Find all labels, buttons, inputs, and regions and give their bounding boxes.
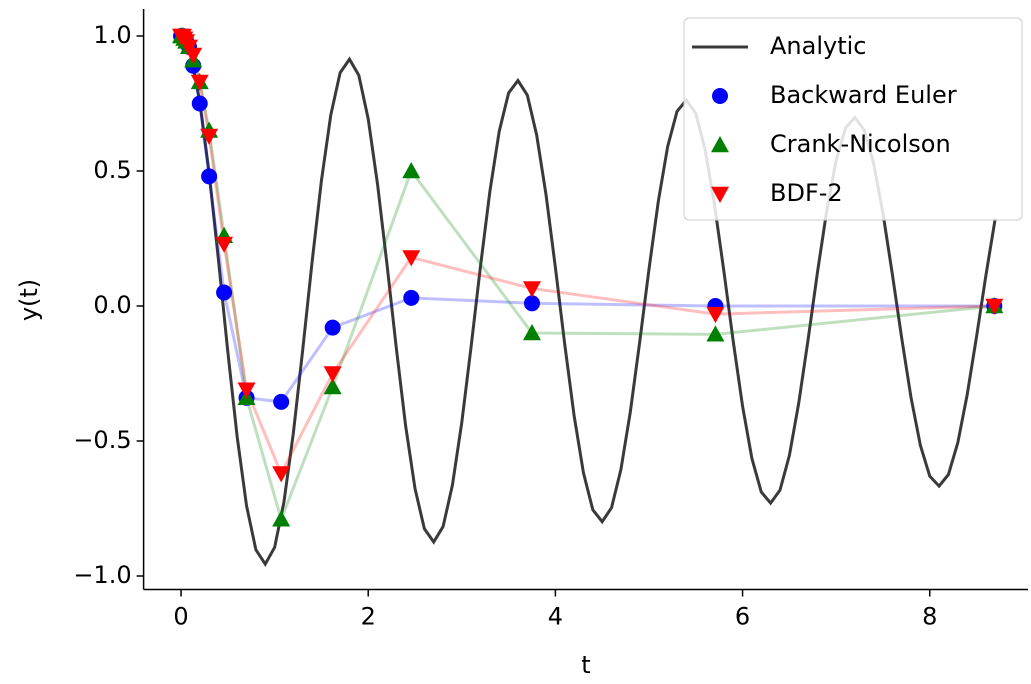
legend-handle xyxy=(711,186,729,203)
y-tick-label: 1.0 xyxy=(93,21,131,49)
x-tick-label: 6 xyxy=(735,603,750,631)
legend: Analytic Backward Euler Crank-Nicolson BDF-… xyxy=(683,17,1023,221)
x-tick-label: 2 xyxy=(361,603,376,631)
legend-label: Analytic xyxy=(770,32,866,60)
marker xyxy=(523,295,540,312)
marker xyxy=(190,74,209,91)
legend-label: Backward Euler xyxy=(770,81,957,109)
y-tick-label: 0.0 xyxy=(93,291,131,319)
marker xyxy=(216,284,233,301)
marker xyxy=(215,236,234,253)
x-tick-label: 4 xyxy=(548,603,563,631)
marker xyxy=(706,306,725,324)
marker xyxy=(706,325,725,342)
marker xyxy=(324,319,341,336)
marker xyxy=(402,162,421,179)
marker xyxy=(200,128,219,145)
marker xyxy=(403,289,420,306)
legend-label: Crank-Nicolson xyxy=(770,130,951,158)
x-axis-label: t xyxy=(581,651,590,679)
marker xyxy=(273,393,290,410)
marker xyxy=(179,39,198,56)
marker xyxy=(272,510,291,527)
marker xyxy=(522,281,541,298)
marker xyxy=(184,47,203,64)
y-tick-label: −0.5 xyxy=(73,426,131,454)
y-axis-label: y(t) xyxy=(15,279,43,321)
marker xyxy=(985,298,1004,315)
marker xyxy=(522,324,541,341)
legend-box xyxy=(683,17,1023,221)
legend-handle xyxy=(712,88,728,104)
x-tick-label: 0 xyxy=(173,603,188,631)
y-tick-label: 0.5 xyxy=(93,156,131,184)
legend-handle xyxy=(711,136,729,153)
marker xyxy=(272,466,291,483)
marker xyxy=(323,378,342,395)
x-tick-label: 8 xyxy=(922,603,937,631)
marker xyxy=(201,168,218,185)
legend-label: BDF-2 xyxy=(770,179,843,207)
marker xyxy=(191,95,208,112)
marker xyxy=(323,366,342,383)
y-tick-label: −1.0 xyxy=(73,561,131,589)
marker xyxy=(237,382,256,399)
marker xyxy=(402,250,421,267)
